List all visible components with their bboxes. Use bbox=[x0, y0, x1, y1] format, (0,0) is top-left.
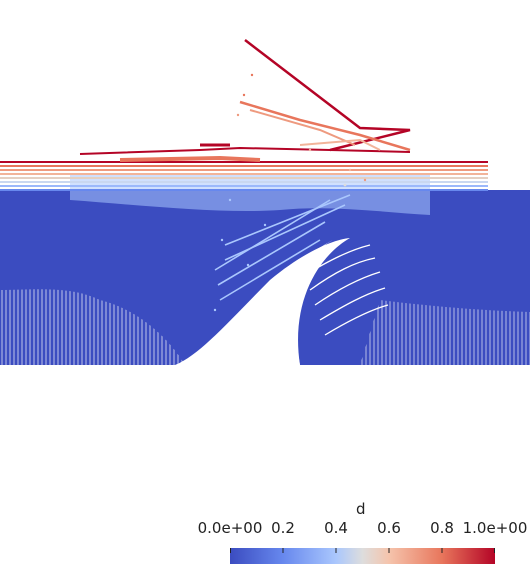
hatched-left-region bbox=[0, 289, 185, 365]
hatched-right-region bbox=[360, 300, 530, 365]
colorbar-tick-1: 0.2 bbox=[271, 519, 295, 537]
colorbar-tick-4: 0.8 bbox=[430, 519, 454, 537]
streak-lines-right bbox=[304, 244, 389, 336]
surface-layers bbox=[0, 39, 488, 191]
colorbar-tick-3: 0.6 bbox=[377, 519, 401, 537]
streak-lines bbox=[214, 194, 351, 301]
colorbar bbox=[230, 548, 495, 564]
colorbar-tick-2: 0.4 bbox=[324, 519, 348, 537]
colorbar-tick-5: 1.0e+00 bbox=[462, 519, 528, 537]
colorbar-title: d bbox=[356, 500, 366, 518]
colorbar-tick-0: 0.0e+00 bbox=[197, 519, 263, 537]
scattered-particles bbox=[213, 73, 367, 312]
white-gap bbox=[175, 238, 350, 365]
particle-field bbox=[0, 175, 530, 365]
